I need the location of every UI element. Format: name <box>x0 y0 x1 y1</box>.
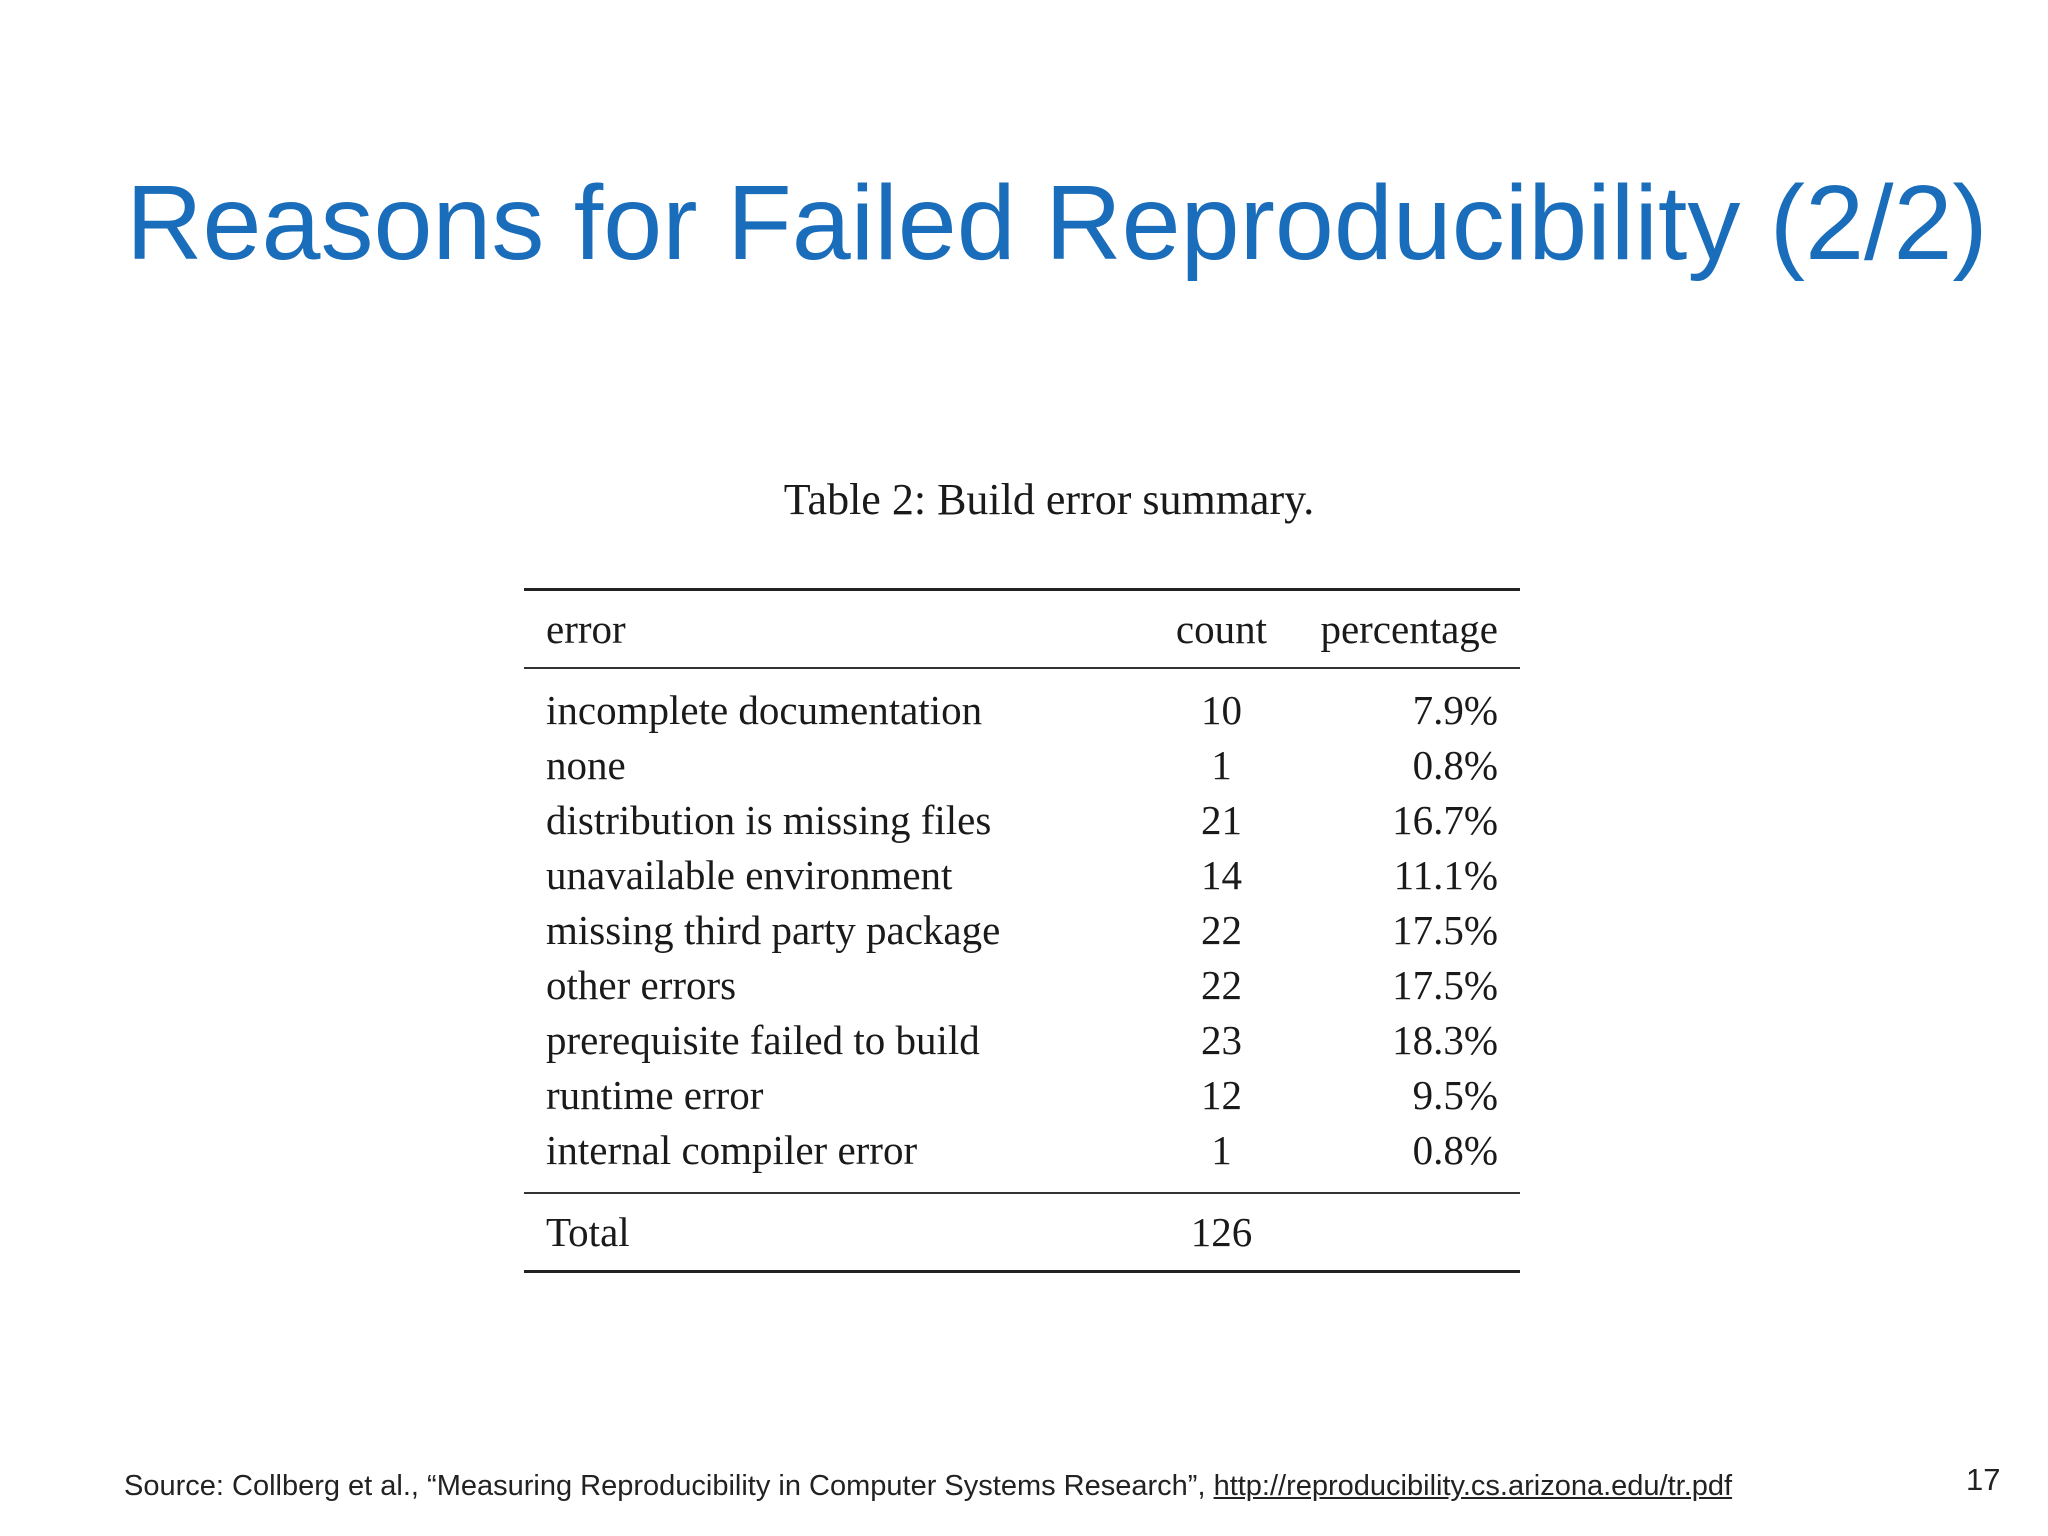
error-cell: unavailable environment <box>546 852 953 898</box>
source-text: Source: Collberg et al., “Measuring Repr… <box>124 1470 1214 1502</box>
count-cell: 12 <box>1200 1072 1242 1118</box>
table-row: runtime error 12 9.5% <box>524 1068 1520 1123</box>
table-header-row: error count percentage <box>524 589 1520 669</box>
count-cell: 14 <box>1200 852 1242 898</box>
header-count: count <box>1144 589 1299 669</box>
percentage-cell: 16.7% <box>1392 797 1498 843</box>
percentage-cell: 0.8% <box>1412 1127 1498 1173</box>
total-label: Total <box>524 1192 1145 1272</box>
error-cell: missing third party package <box>546 907 1001 953</box>
error-cell: none <box>546 742 626 788</box>
table-caption: Table 2: Build error summary. <box>783 475 1315 524</box>
table-row: incomplete documentation 10 7.9% <box>524 668 1520 738</box>
percentage-cell: 0.8% <box>1412 742 1498 788</box>
table-row: missing third party package 22 17.5% <box>524 903 1520 958</box>
table-row: internal compiler error 1 0.8% <box>524 1123 1520 1193</box>
table-row: prerequisite failed to build 23 18.3% <box>524 1013 1520 1068</box>
percentage-cell: 11.1% <box>1393 852 1498 898</box>
source-citation: Source: Collberg et al., “Measuring Repr… <box>124 1470 1732 1503</box>
error-cell: other errors <box>546 962 737 1008</box>
header-error: error <box>524 589 1145 669</box>
total-count: 126 <box>1144 1192 1299 1272</box>
percentage-cell: 17.5% <box>1392 962 1498 1008</box>
table-total-row: Total 126 <box>524 1192 1520 1272</box>
count-cell: 22 <box>1200 962 1242 1008</box>
percentage-cell: 9.5% <box>1412 1072 1498 1118</box>
error-cell: incomplete documentation <box>546 687 983 733</box>
table-row: distribution is missing files 21 16.7% <box>524 793 1520 848</box>
count-cell: 23 <box>1200 1017 1242 1063</box>
percentage-cell: 7.9% <box>1412 687 1498 733</box>
error-cell: prerequisite failed to build <box>546 1017 980 1063</box>
table-row: other errors 22 17.5% <box>524 958 1520 1013</box>
total-percentage-empty <box>1298 1192 1520 1272</box>
header-percentage: percentage <box>1298 589 1520 669</box>
count-cell: 22 <box>1200 907 1242 953</box>
percentage-cell: 18.3% <box>1392 1017 1498 1063</box>
error-cell: distribution is missing files <box>546 797 992 843</box>
table-figure: Table 2: Build error summary. error coun… <box>524 470 1520 1273</box>
table-row: unavailable environment 14 11.1% <box>524 848 1520 903</box>
count-cell: 1 <box>1211 1127 1232 1173</box>
error-cell: runtime error <box>546 1072 764 1118</box>
table-row: none 1 0.8% <box>524 738 1520 793</box>
percentage-cell: 17.5% <box>1392 907 1498 953</box>
slide-number: 17 <box>1966 1462 2001 1497</box>
count-cell: 1 <box>1211 742 1232 788</box>
error-cell: internal compiler error <box>546 1127 918 1173</box>
build-error-table: error count percentage incomplete docume… <box>524 588 1520 1273</box>
source-link[interactable]: http://reproducibility.cs.arizona.edu/tr… <box>1213 1470 1733 1502</box>
count-cell: 21 <box>1200 797 1242 843</box>
slide-title: Reasons for Failed Reproducibility (2/2) <box>126 164 1988 282</box>
count-cell: 10 <box>1200 687 1242 733</box>
